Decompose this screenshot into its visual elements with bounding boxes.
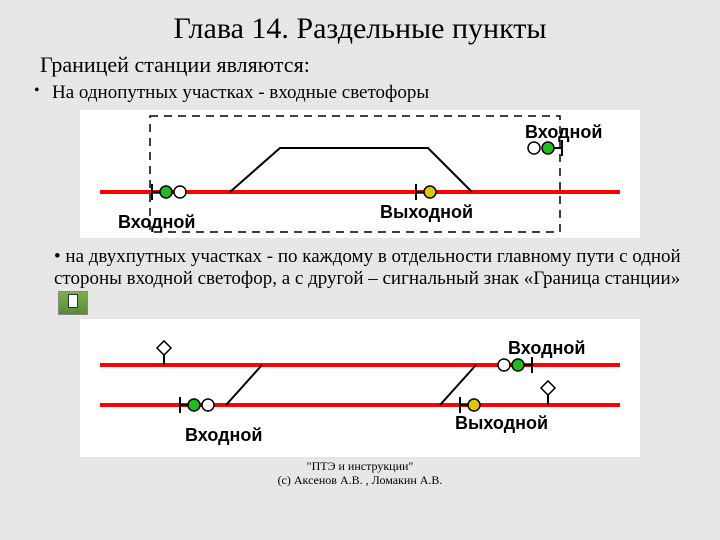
bullet-single-track: На однопутных участках - входные светофо… bbox=[30, 82, 690, 104]
diagram-single-track: Входной Входной Выходной bbox=[80, 110, 640, 238]
svg-text:Выходной: Выходной bbox=[455, 413, 548, 433]
footer-line1: "ПТЭ и инструкции" bbox=[307, 459, 414, 473]
footer: "ПТЭ и инструкции" (с) Аксенов А.В. , Ло… bbox=[30, 459, 690, 488]
bullet-double-track: на двухпутных участках - по каждому в от… bbox=[54, 246, 690, 315]
svg-text:Входной: Входной bbox=[118, 212, 195, 232]
boundary-sign-icon bbox=[58, 291, 88, 315]
subtitle: Границей станции являются: bbox=[40, 52, 690, 78]
svg-text:Входной: Входной bbox=[508, 338, 585, 358]
svg-text:Выходной: Выходной bbox=[380, 202, 473, 222]
page-title: Глава 14. Раздельные пункты bbox=[30, 12, 690, 46]
diagram-double-track: Входной Входной Выходной bbox=[80, 319, 640, 457]
bullet-double-track-text: на двухпутных участках - по каждому в от… bbox=[54, 246, 681, 289]
footer-line2: (с) Аксенов А.В. , Ломакин А.В. bbox=[278, 473, 443, 487]
svg-text:Входной: Входной bbox=[525, 122, 602, 142]
svg-text:Входной: Входной bbox=[185, 425, 262, 445]
